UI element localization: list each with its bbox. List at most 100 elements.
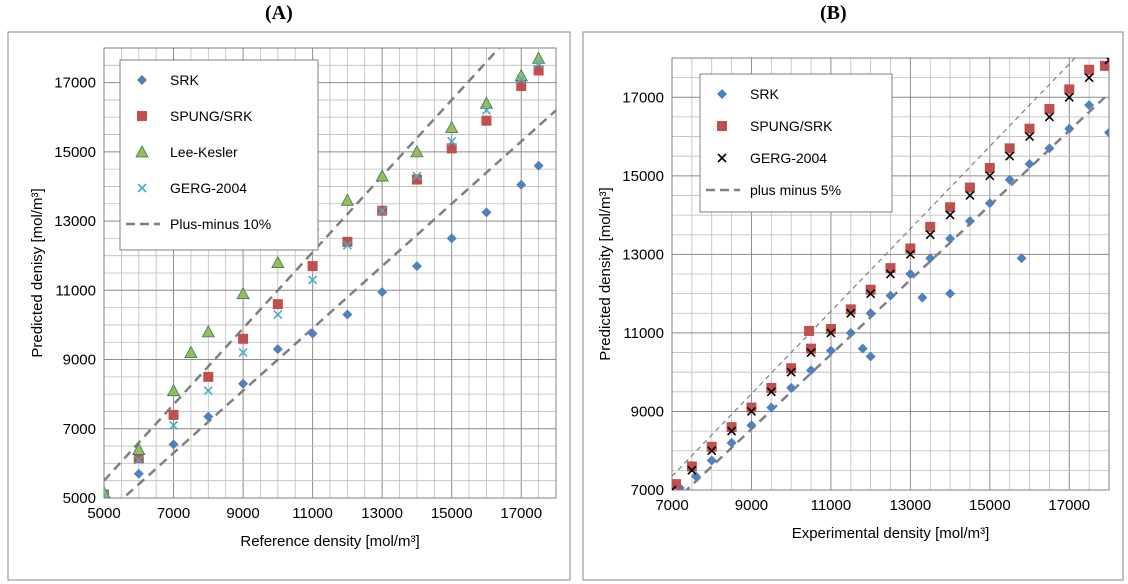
data-point (168, 420, 179, 430)
x-axis-label: Experimental density [mol/m³] (792, 525, 990, 542)
x-tick-label: 9000 (735, 497, 768, 514)
data-point (690, 471, 701, 482)
data-point (1004, 174, 1015, 185)
x-axis-label: Reference density [mol/m³] (240, 533, 419, 550)
data-point (238, 378, 249, 389)
data-point (342, 240, 352, 250)
data-point (746, 402, 757, 413)
data-point (825, 323, 836, 334)
x-tick-label: 17000 (500, 505, 542, 522)
data-point (726, 437, 737, 448)
data-point (342, 309, 353, 320)
data-point (766, 402, 777, 413)
data-point (1084, 64, 1095, 75)
data-point (804, 325, 815, 336)
data-point (271, 255, 285, 269)
data-point (133, 468, 144, 479)
data-point (377, 287, 388, 298)
y-tick-label: 17000 (622, 89, 664, 106)
data-point (132, 442, 146, 455)
data-point (964, 215, 975, 226)
data-point (945, 233, 956, 244)
series-srk (674, 100, 1109, 490)
x-tick-label: 11000 (811, 497, 852, 514)
data-point (672, 479, 681, 490)
data-point (238, 333, 249, 344)
data-point (1044, 104, 1055, 115)
data-point (846, 308, 856, 318)
data-point (1024, 131, 1035, 142)
data-point (134, 455, 144, 465)
legend-label: SPUNG/SRK (170, 108, 253, 124)
data-point (905, 243, 916, 254)
y-tick-label: 13000 (622, 246, 664, 263)
data-point (964, 182, 975, 193)
data-point (481, 207, 492, 218)
y-axis-label: Predicted density [mol/m³] (597, 187, 614, 360)
y-tick-label: 7000 (631, 482, 664, 499)
y-tick-label: 13000 (54, 213, 96, 230)
data-point (410, 145, 424, 158)
data-point (857, 343, 868, 354)
data-point (446, 143, 457, 154)
x-tick-label: 15000 (969, 497, 1011, 514)
data-point (826, 328, 836, 338)
data-point (806, 347, 816, 358)
data-point (984, 162, 995, 173)
legend-swatch (717, 89, 727, 99)
data-point (411, 261, 422, 272)
y-tick-label: 9000 (63, 352, 96, 369)
data-point (375, 169, 389, 182)
panel-b-label: (B) (820, 2, 847, 24)
data-point (168, 439, 179, 450)
data-point (766, 387, 776, 397)
legend-label: SRK (170, 72, 199, 88)
y-tick-label: 5000 (63, 490, 96, 507)
data-point (1044, 143, 1055, 154)
legend-label: SPUNG/SRK (750, 118, 833, 134)
data-point (534, 59, 544, 69)
data-point (845, 327, 856, 338)
legend-swatch (135, 145, 149, 158)
data-point (687, 465, 697, 475)
panel-a-label: (A) (265, 2, 293, 24)
legend-swatch (137, 111, 147, 121)
data-point (905, 249, 915, 259)
data-point (865, 284, 876, 295)
legend-swatch (137, 75, 147, 85)
data-point (481, 115, 492, 126)
data-point (307, 261, 318, 272)
data-point (945, 288, 956, 299)
data-point (945, 202, 956, 213)
data-point (516, 179, 527, 190)
data-point (905, 269, 916, 279)
data-point (533, 160, 544, 171)
data-point (925, 253, 936, 264)
legend-swatch (137, 183, 147, 193)
legend-label: GERG-2004 (170, 180, 247, 196)
x-tick-label: 9000 (226, 505, 259, 522)
data-point (1064, 123, 1075, 134)
data-point (166, 383, 181, 397)
data-point (672, 485, 677, 490)
data-point (686, 461, 697, 472)
data-point (706, 455, 717, 466)
chart-a: 5000 7000 9000 11000 13000 15000 17000 5000 7000… (29, 47, 557, 550)
legend-swatch (717, 121, 727, 131)
data-point (1016, 253, 1027, 264)
x-tick-label: 7000 (655, 497, 688, 514)
x-tick-label: 5000 (87, 505, 120, 522)
series-gerg-2004 (672, 58, 1109, 490)
data-point (104, 490, 109, 498)
data-point (985, 171, 995, 181)
data-point (446, 233, 457, 244)
data-point (707, 446, 717, 456)
y-tick-label: 15000 (54, 144, 96, 161)
y-tick-label: 15000 (622, 168, 664, 185)
x-tick-label: 17000 (1048, 497, 1090, 514)
data-point (1104, 58, 1109, 65)
data-point (885, 269, 896, 279)
data-point (1100, 60, 1109, 71)
data-point (272, 299, 283, 310)
